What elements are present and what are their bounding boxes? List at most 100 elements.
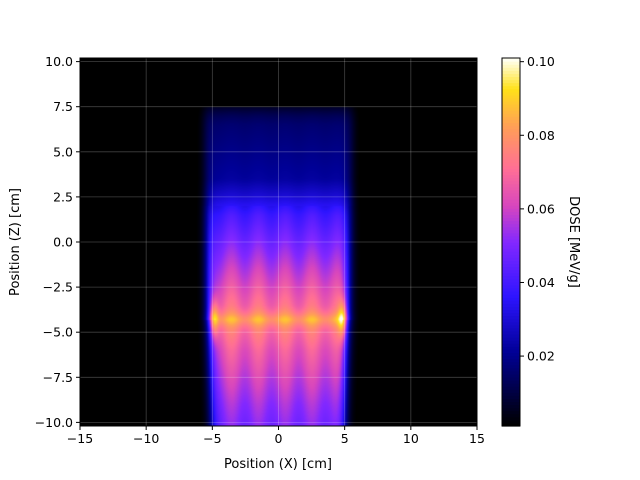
y-tick-label: 7.5 [53, 99, 73, 114]
x-axis: −15 −10 −5 0 5 10 15 [67, 426, 485, 446]
colorbar-segment [502, 257, 520, 261]
colorbar-segment [502, 297, 520, 301]
colorbar-segment [502, 134, 520, 139]
colorbar: 0.02 0.04 0.06 0.08 0.10 [501, 54, 555, 427]
colorbar-segment [502, 143, 520, 148]
y-tick-label: 2.5 [53, 189, 73, 204]
colorbar-segment [502, 376, 520, 381]
colorbar-segment [502, 159, 520, 163]
colorbar-segment [502, 174, 520, 179]
colorbar-segment [502, 413, 520, 418]
colorbar-segment [502, 242, 520, 246]
colorbar-segment [502, 294, 520, 298]
colorbar-segment [502, 214, 520, 219]
x-tick-label: 15 [469, 431, 485, 446]
colorbar-segment [502, 343, 520, 347]
colorbar-segment [502, 367, 520, 372]
colorbar-segment [502, 275, 520, 280]
colorbar-segment [502, 327, 520, 332]
colorbar-segment [502, 119, 520, 123]
colorbar-segment [502, 358, 520, 363]
colorbar-segment [502, 110, 520, 114]
colorbar-tick-label: 0.02 [527, 349, 555, 364]
colorbar-segment [502, 140, 520, 145]
colorbar-segment [502, 208, 520, 212]
colorbar-segment [502, 291, 520, 295]
colorbar-segment [502, 189, 520, 194]
colorbar-segment [502, 248, 520, 252]
colorbar-segment [502, 61, 520, 65]
colorbar-segment [502, 205, 520, 209]
colorbar-segment [502, 398, 520, 403]
colorbar-frame [501, 57, 521, 427]
colorbar-segment [502, 137, 520, 142]
colorbar-segment [502, 260, 520, 265]
y-tick-label: −7.5 [43, 370, 73, 385]
plot-area [79, 57, 478, 427]
colorbar-segment [502, 226, 520, 231]
colorbar-segment [502, 389, 520, 393]
y-tick-label: −5.0 [43, 325, 73, 340]
colorbar-segment [502, 186, 520, 191]
colorbar-segment [502, 125, 520, 130]
colorbar-segment [502, 361, 520, 366]
colorbar-segment [502, 180, 520, 185]
colorbar-segment [502, 392, 520, 396]
colorbar-segment [502, 58, 520, 62]
colorbar-segment [502, 202, 520, 206]
x-axis-label: Position (X) [cm] [224, 457, 332, 472]
colorbar-label: DOSE [MeV/g] [566, 196, 581, 288]
colorbar-segment [502, 153, 520, 157]
colorbar-segment [502, 330, 520, 335]
colorbar-segment [502, 64, 520, 68]
colorbar-tick-label: 0.10 [527, 54, 555, 69]
colorbar-segment [502, 162, 520, 166]
colorbar-segment [502, 73, 520, 77]
colorbar-segment [502, 165, 520, 169]
colorbar-segment [502, 324, 520, 329]
colorbar-segment [502, 177, 520, 182]
colorbar-segment [502, 410, 520, 415]
colorbar-segment [502, 238, 520, 243]
colorbar-segment [502, 67, 520, 71]
colorbar-segment [502, 91, 520, 96]
colorbar-segment [502, 416, 520, 421]
colorbar-segment [502, 352, 520, 357]
colorbar-segment [502, 355, 520, 360]
colorbar-segment [502, 82, 520, 87]
colorbar-segment [502, 340, 520, 344]
colorbar-segment [502, 315, 520, 320]
colorbar-segment [502, 217, 520, 222]
colorbar-segment [502, 196, 520, 200]
colorbar-segment [502, 288, 520, 292]
dose-field-image [80, 58, 477, 426]
colorbar-tick-label: 0.06 [527, 201, 555, 216]
colorbar-segment [502, 128, 520, 133]
y-tick-label: −10.0 [35, 415, 73, 430]
colorbar-segment [502, 318, 520, 323]
colorbar-segment [502, 303, 520, 307]
colorbar-segment [502, 199, 520, 203]
colorbar-segment [502, 380, 520, 384]
y-tick-label: 0.0 [53, 235, 73, 250]
colorbar-segment [502, 79, 520, 84]
colorbar-segment [502, 146, 520, 151]
colorbar-segment [502, 220, 520, 225]
colorbar-segment [502, 386, 520, 390]
x-tick-label: −10 [133, 431, 159, 446]
x-tick-label: 10 [403, 431, 419, 446]
colorbar-segment [502, 183, 520, 188]
colorbar-segment [502, 337, 520, 341]
colorbar-segment [502, 419, 520, 424]
colorbar-segment [502, 88, 520, 93]
colorbar-segment [502, 334, 520, 338]
colorbar-segment [502, 321, 520, 326]
colorbar-segment [502, 284, 520, 289]
y-tick-label: 10.0 [45, 54, 73, 69]
colorbar-segment [502, 192, 520, 197]
colorbar-segment [502, 401, 520, 406]
colorbar-segment [502, 122, 520, 127]
colorbar-segment [502, 281, 520, 286]
colorbar-segment [502, 407, 520, 412]
